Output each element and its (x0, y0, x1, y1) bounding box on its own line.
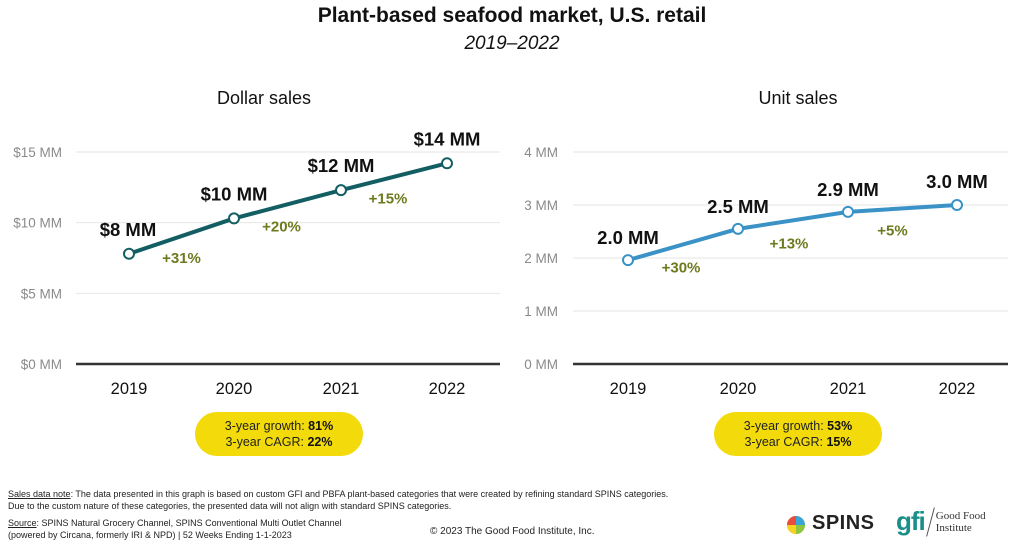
gfi-mark: gfi (896, 506, 926, 536)
page-title: Plant-based seafood market, U.S. retail (317, 4, 707, 27)
unit-value-label: 2.9 MM (817, 179, 879, 200)
dollar-xtick-label: 2019 (111, 380, 148, 398)
unit-value-label: 2.0 MM (597, 227, 659, 248)
unit-ytick-label: 3 MM (524, 198, 558, 213)
dollar-ytick-label: $10 MM (13, 216, 62, 231)
unit-data-point (732, 222, 744, 235)
dollar-chart-title: Dollar sales (217, 88, 311, 108)
source-text-2: (powered by Circana, formerly IRI & NPD)… (8, 529, 292, 540)
gfi-name-line1: Good Food (935, 509, 986, 522)
note-text: : The data presented in this graph is ba… (70, 489, 669, 499)
unit-ytick-label: 2 MM (524, 251, 558, 266)
unit-growth-label: 3-year growth: (743, 419, 824, 433)
unit-ytick-label: 4 MM (524, 145, 558, 160)
dollar-value-label: $10 MM (201, 183, 268, 204)
unit-xtick-label: 2022 (939, 380, 976, 398)
dollar-ytick-label: $15 MM (13, 145, 62, 160)
dollar-growth-value: 81% (308, 419, 334, 433)
dollar-ytick-label: $0 MM (21, 357, 62, 372)
gfi-logo: gfi Good Food Institute (896, 506, 986, 537)
page-subtitle: 2019–2022 (464, 33, 560, 54)
note-label: Sales data note (8, 489, 71, 499)
source-note: Source: SPINS Natural Grocery Channel, S… (8, 518, 342, 541)
unit-growth-label: +13% (770, 235, 809, 252)
dollar-summary-pill: 3-year growth: 81% 3-year CAGR: 22% (195, 412, 363, 456)
dollar-growth-label: +15% (369, 191, 408, 208)
dollar-value-label: $12 MM (308, 155, 375, 176)
gfi-name-line2: Institute (935, 521, 972, 534)
unit-data-point (842, 205, 854, 218)
dollar-growth-label: +31% (162, 250, 201, 267)
sales-data-note: Sales data note: The data presented in t… (8, 489, 668, 512)
unit-data-point (951, 199, 963, 211)
unit-value-label: 2.5 MM (707, 196, 769, 217)
dollar-growth-label: +20% (262, 218, 301, 235)
spins-wordmark: SPINS (812, 512, 875, 534)
unit-cagr-value: 15% (826, 435, 852, 449)
dollar-cagr-value: 22% (307, 435, 333, 449)
dollar-value-label: $14 MM (414, 128, 481, 149)
unit-growth-value: 53% (827, 419, 853, 433)
unit-xtick-label: 2020 (720, 380, 757, 398)
unit-cagr-label: 3-year CAGR: (744, 435, 823, 449)
gfi-divider (925, 506, 935, 537)
source-text: : SPINS Natural Grocery Channel, SPINS C… (36, 518, 342, 528)
spins-logo: SPINS (784, 512, 875, 535)
source-label: Source (8, 518, 37, 528)
dollar-series-line (128, 161, 448, 256)
unit-growth-label: +30% (662, 259, 701, 276)
gfi-name: Good Food Institute (936, 510, 986, 534)
unit-xtick-label: 2021 (830, 380, 867, 398)
unit-ytick-label: 0 MM (524, 357, 558, 372)
unit-growth-label: +5% (877, 222, 907, 239)
unit-ytick-label: 1 MM (524, 304, 558, 319)
unit-xtick-label: 2019 (610, 380, 647, 398)
unit-summary-pill: 3-year growth: 53% 3-year CAGR: 15% (714, 412, 882, 456)
dollar-xtick-label: 2022 (429, 380, 466, 398)
spins-globe-icon (787, 515, 805, 534)
dollar-value-label: $8 MM (100, 219, 157, 240)
copyright: © 2023 The Good Food Institute, Inc. (430, 526, 595, 537)
dollar-growth-label: 3-year growth: (224, 419, 305, 433)
dollar-data-point (335, 184, 347, 197)
dollar-data-point (441, 157, 453, 170)
dollar-data-point (123, 247, 135, 260)
unit-series-line (627, 203, 958, 263)
dollar-data-point (228, 212, 240, 225)
dollar-xtick-label: 2021 (323, 380, 360, 398)
note-text-2: Due to the custom nature of these catego… (8, 500, 452, 511)
unit-value-label: 3.0 MM (926, 171, 988, 192)
dollar-cagr-label: 3-year CAGR: (225, 435, 304, 449)
dollar-ytick-label: $5 MM (21, 286, 62, 301)
unit-data-point (622, 254, 634, 267)
unit-chart-title: Unit sales (758, 88, 837, 108)
dollar-xtick-label: 2020 (216, 380, 253, 398)
